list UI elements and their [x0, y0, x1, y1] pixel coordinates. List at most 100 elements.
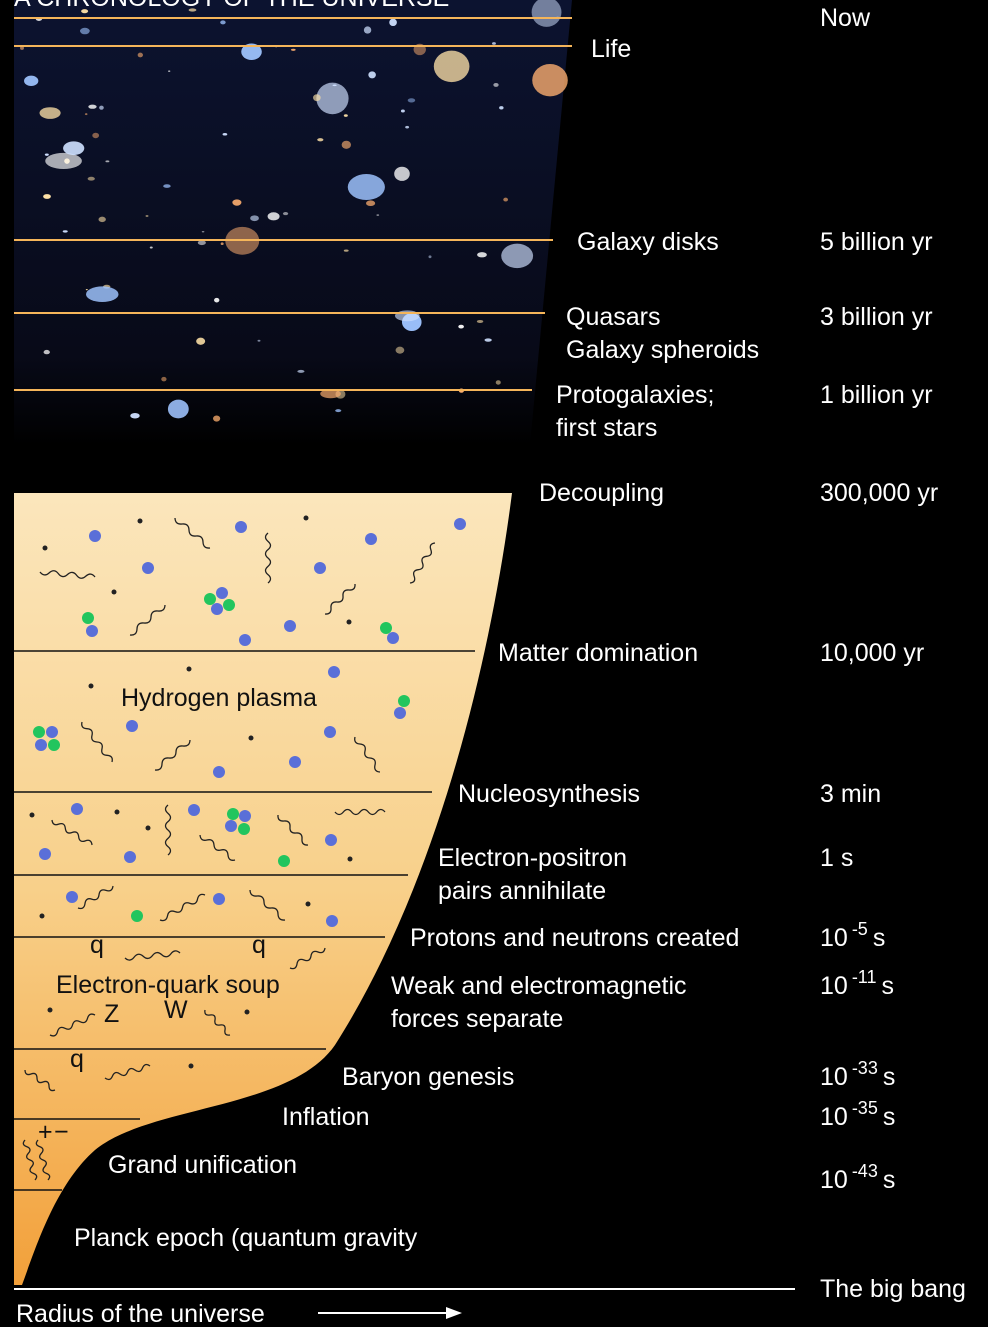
particle-label: Z	[104, 1000, 119, 1028]
particle	[126, 720, 138, 732]
event-time: 1 billion yr	[820, 381, 933, 409]
galaxy	[297, 369, 305, 373]
photon	[129, 604, 166, 636]
electron	[47, 1007, 53, 1013]
galaxy	[63, 141, 85, 156]
electron	[88, 683, 94, 689]
event-label: Weak and electromagnetic	[391, 972, 687, 1000]
galaxy	[62, 230, 68, 233]
time-exponent: -35	[852, 1098, 878, 1118]
particle	[71, 803, 83, 815]
particle	[394, 707, 406, 719]
electron	[114, 809, 120, 815]
galaxy	[433, 50, 470, 83]
time-base: 10	[820, 1166, 848, 1194]
event-time: 10 -11 s	[820, 967, 894, 1000]
particle	[48, 739, 60, 751]
galaxy	[477, 252, 487, 258]
particle	[238, 823, 250, 835]
galaxy	[347, 174, 385, 201]
galaxy	[98, 216, 106, 223]
galaxy	[405, 125, 410, 129]
photon	[249, 889, 286, 921]
galaxy	[389, 18, 397, 27]
event-time: 10,000 yr	[820, 639, 924, 667]
galaxy	[85, 289, 88, 291]
title: A CHRONOLOGY OF THE UNIVERSE	[14, 0, 449, 12]
galaxy	[45, 152, 82, 170]
photon	[39, 570, 96, 579]
particle-label: q	[252, 931, 266, 959]
galaxy	[105, 160, 110, 163]
particle	[225, 820, 237, 832]
galaxy	[149, 246, 153, 249]
event-label: Inflation	[282, 1103, 370, 1131]
photon	[174, 517, 211, 549]
galaxy	[343, 249, 349, 252]
photon	[104, 1063, 151, 1081]
event-label: first stars	[556, 414, 657, 442]
galaxy	[320, 389, 341, 399]
particle	[223, 599, 235, 611]
galaxy	[81, 9, 89, 14]
event-label: Galaxy spheroids	[566, 336, 759, 364]
particle	[66, 891, 78, 903]
time-unit: s	[882, 972, 895, 1000]
galaxy	[503, 197, 508, 202]
galaxy	[87, 176, 95, 181]
photon	[51, 819, 93, 846]
photon	[124, 950, 181, 961]
galaxy	[213, 415, 221, 422]
galaxy	[343, 114, 348, 117]
event-time: 10 -33 s	[820, 1058, 895, 1091]
particle	[454, 518, 466, 530]
particle-label: −	[54, 1118, 69, 1146]
particle-label: W	[164, 996, 188, 1024]
galaxy	[188, 8, 197, 12]
photon	[334, 808, 386, 816]
galaxy	[368, 71, 376, 79]
electron	[188, 1063, 194, 1069]
galaxy	[99, 105, 104, 110]
particle	[213, 766, 225, 778]
time-unit: s	[883, 1063, 896, 1091]
electron	[111, 589, 117, 595]
photon	[77, 885, 114, 910]
galaxy	[20, 46, 24, 50]
time-base: 10	[820, 924, 848, 952]
particle	[216, 587, 228, 599]
particle	[239, 634, 251, 646]
photon	[264, 532, 272, 584]
now-label: Now	[820, 4, 871, 32]
galaxy-field	[14, 0, 572, 445]
event-label: Protogalaxies;	[556, 381, 714, 409]
electron	[29, 812, 35, 818]
region-label: Grand unification	[108, 1151, 297, 1179]
galaxy	[161, 376, 167, 382]
time-unit: s	[883, 1166, 896, 1194]
galaxy	[43, 349, 50, 355]
electron	[303, 515, 309, 521]
event-time: 3 billion yr	[820, 303, 933, 331]
galaxy	[250, 215, 259, 222]
particle	[131, 910, 143, 922]
galaxy	[167, 70, 171, 72]
event-time: 3 min	[820, 780, 881, 808]
event-label: Electron-positron	[438, 844, 627, 872]
electron	[305, 901, 311, 907]
electron	[39, 913, 45, 919]
particle-label: q	[70, 1045, 84, 1073]
galaxy	[241, 43, 262, 61]
galaxy	[267, 212, 280, 221]
event-label: Protons and neutrons created	[410, 924, 739, 952]
particle	[39, 848, 51, 860]
event-label: Quasars	[566, 303, 660, 331]
time-exponent: -5	[852, 919, 868, 939]
event-time: 10 -43 s	[820, 1161, 895, 1194]
galaxy	[197, 240, 206, 246]
galaxy	[79, 27, 90, 35]
particle	[211, 603, 223, 615]
galaxy	[196, 337, 206, 345]
time-exponent: -11	[852, 967, 877, 987]
galaxy	[257, 339, 261, 342]
